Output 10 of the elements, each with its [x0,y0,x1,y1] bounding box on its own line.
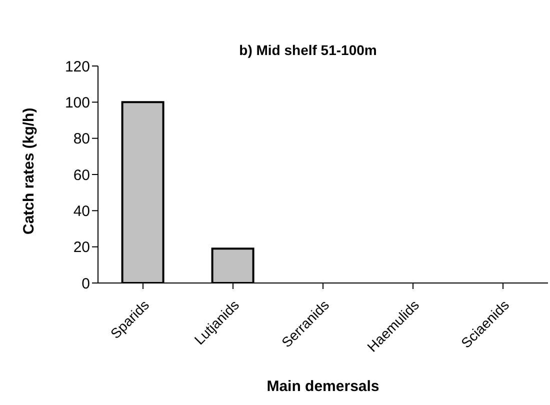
x-axis-title: Main demersals [266,378,380,395]
y-tick-label: 20 [73,239,90,256]
y-tick-label: 80 [73,130,90,148]
y-tick-label: 120 [64,58,90,76]
y-axis-title: Catch rates (kg/h) [20,108,38,234]
y-tick-label: 100 [64,94,90,112]
y-tick-label: 0 [82,275,90,292]
chart-title: b) Mid shelf 51-100m [238,42,378,58]
y-tick-label: 60 [73,166,90,184]
y-tick-label: 40 [73,202,90,220]
